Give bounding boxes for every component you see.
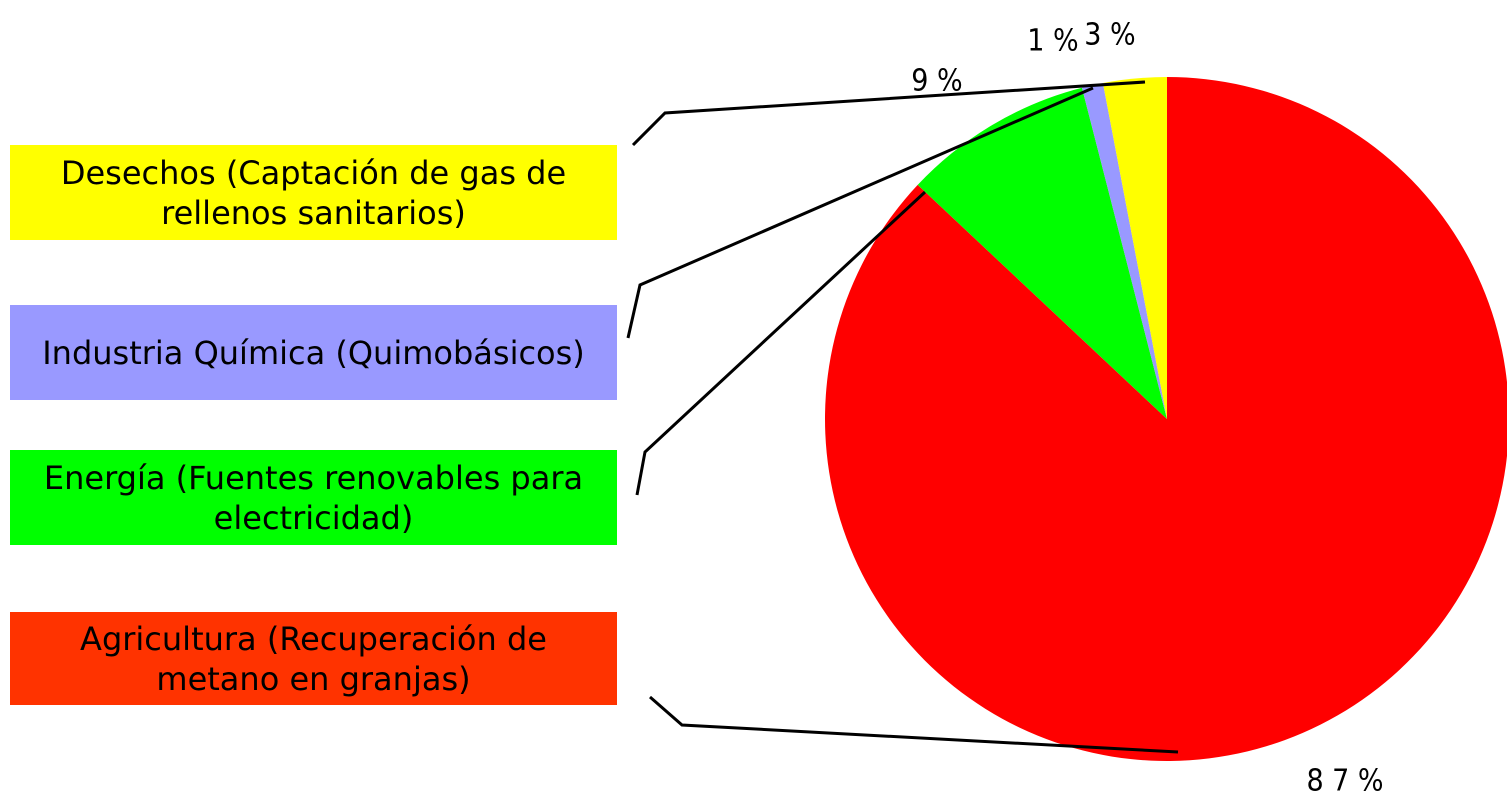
legend-entry: Energía (Fuentes renovables para electri…: [10, 450, 617, 545]
leader-line: [649, 695, 1179, 754]
value-label: 1 %: [1027, 24, 1078, 59]
legend-entry: Industria Química (Quimobásicos): [10, 305, 617, 400]
leader-lines: [626, 80, 1179, 754]
pie-slice: [917, 87, 1167, 419]
pie-slice: [825, 77, 1507, 761]
pie-slice: [1102, 77, 1167, 419]
legend-entry: Desechos (Captación de gas de rellenos s…: [10, 145, 617, 240]
value-label: 8 7 %: [1306, 764, 1383, 799]
value-label: 3 %: [1084, 18, 1135, 53]
value-label: 9 %: [911, 64, 962, 99]
leader-line: [631, 80, 1146, 147]
leader-line: [635, 190, 927, 496]
legend-entry: Agricultura (Recuperación de metano en g…: [10, 612, 617, 705]
pie-slice: [1081, 83, 1167, 419]
leader-line: [626, 86, 1094, 339]
value-labels: 8 7 % 9 % 1 % 3 %: [911, 18, 1383, 799]
slices: [825, 77, 1507, 761]
